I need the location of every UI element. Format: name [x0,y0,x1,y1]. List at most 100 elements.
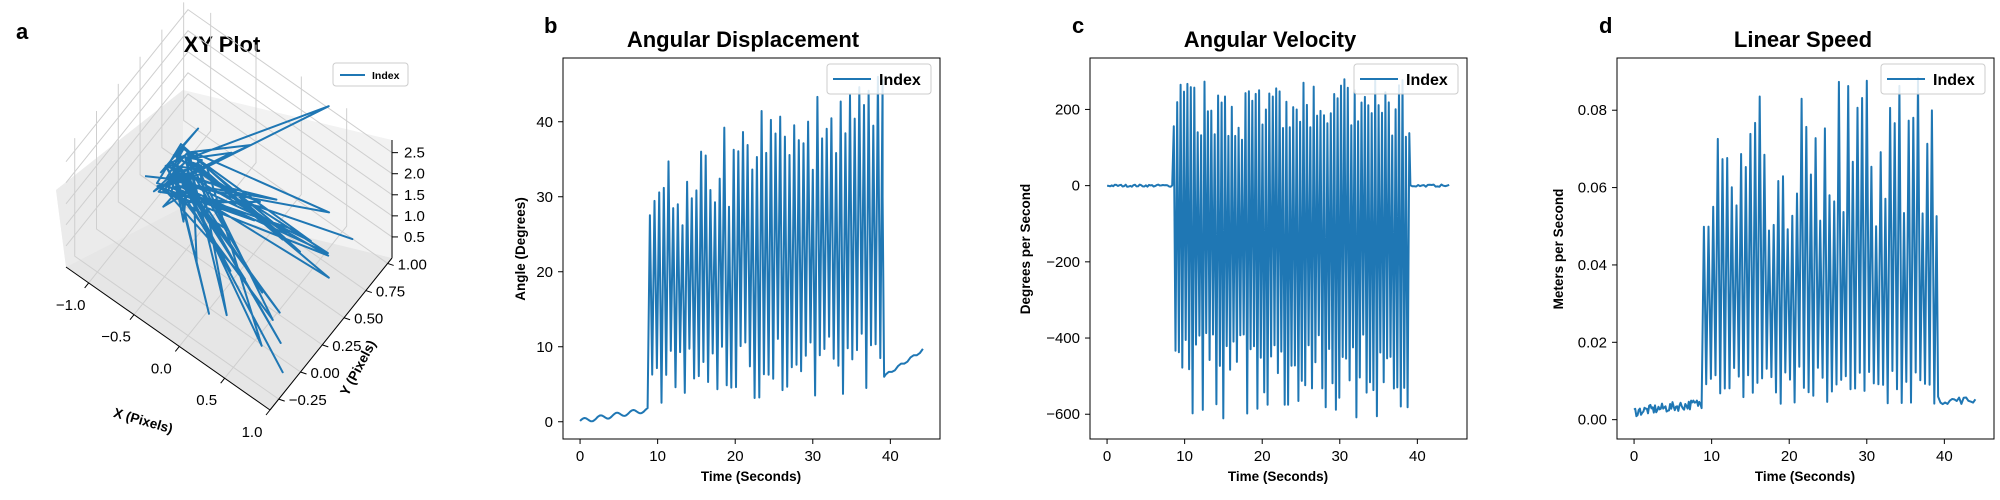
legend-label-c: Index [1406,72,1448,89]
y-tick-mark [278,398,285,402]
y-tick-label: 10 [536,339,553,356]
x-tick-label: 0.5 [196,392,217,409]
series-line-index-b [579,75,924,423]
legend-label-d: Index [1933,72,1975,89]
y-tick-mark [343,317,351,321]
y-tick-label: 0.00 [1578,412,1607,429]
legend-box-c [1353,63,1459,95]
series-line-index-c [1107,78,1450,420]
panel-c: c Angular Velocity 0 10 20 30 40 −600 −400 −20… [1018,13,1468,484]
grid-line-y [96,111,301,373]
x-tick-mark [129,314,135,320]
x-tick-label: 30 [1858,448,1875,465]
x-ticks-c: 0 10 20 30 40 [1103,439,1426,465]
y-tick-label: 30 [536,189,553,206]
y-axis-label-d: Meters per Second [1551,189,1566,310]
grid-line-z [65,51,393,205]
y-tick-label: 200 [1055,101,1080,118]
x-tick-label: 30 [1331,448,1348,465]
y-tick-label: 0.06 [1578,180,1607,197]
x-tick-label: 40 [1936,448,1953,465]
x-tick-label: 1.0 [242,424,263,441]
x-tick-label: 40 [1409,448,1426,465]
z-tick-label: 2.5 [404,145,425,162]
y-tick-label: −0.25 [289,392,327,409]
y-tick-label: 0.08 [1578,102,1607,119]
grid-line-y [74,138,280,400]
y-tick-label: 0.25 [332,338,361,355]
grid-line-z [65,72,393,226]
x-axis-label-b: Time (Seconds) [701,469,801,484]
grid-line-z [65,30,393,184]
y-tick-mark [365,290,373,294]
x-tick-mark [265,409,271,416]
x-tick-label: 30 [804,448,821,465]
y-ticks-a: −0.25 0.00 0.25 0.50 0.75 1.00 [278,256,427,409]
legend-label-a: Index [372,70,400,82]
grid-line-x [133,44,257,315]
y-tick-mark [300,371,307,375]
y-tick-mark [387,262,394,266]
x-axis-label-d: Time (Seconds) [1755,469,1855,484]
legend-box-a [332,62,409,87]
x-tick-label: 20 [1254,448,1271,465]
x-tick-label: −1.0 [56,297,86,314]
panel-letter-d: d [1599,13,1612,38]
x-tick-label: −0.5 [101,329,131,346]
y-tick-label: 0.50 [354,311,383,328]
x-tick-label: 0 [1103,448,1111,465]
x-tick-label: 20 [727,448,744,465]
x-tick-label: 20 [1781,448,1798,465]
z-tick-label: 0.5 [404,229,425,246]
chart-title-c: Angular Velocity [1184,27,1357,52]
axes-3d [65,140,393,411]
z-ticks-a: 0.5 1.0 1.5 2.0 2.5 [392,145,425,246]
y-tick-label: 1.00 [398,256,427,273]
y-tick-label: 0.00 [311,365,340,382]
y-axis-label-b: Angle (Degrees) [513,197,528,301]
y-tick-label: 0.02 [1578,334,1607,351]
y-tick-label: 40 [536,114,553,131]
grid-line-y [183,2,388,264]
y-tick-mark [322,344,329,348]
z-tick-label: 2.0 [404,166,425,183]
x-axis-label-c: Time (Seconds) [1228,469,1328,484]
y-axis-label-c: Degrees per Second [1018,184,1033,315]
y-tick-label: 0.04 [1578,257,1607,274]
legend-label-b: Index [879,72,921,89]
y-axis-line [269,257,393,411]
plot-frame-b [562,57,941,440]
x-tick-mark [174,346,180,352]
legend-b: Index [826,63,932,95]
grid-line-x [88,12,212,284]
x-axis-line [65,266,271,411]
legend-box-b [826,63,932,95]
panel-letter-c: c [1072,13,1084,38]
y-tick-label: −400 [1046,330,1080,347]
panel-b: b Angular Displacement 0 10 20 30 40 0 10 20 30… [513,13,941,484]
x-tick-label: 10 [1176,448,1193,465]
grid-line-y [139,56,345,319]
legend-c: Index [1353,63,1459,95]
series-line-index-a [144,105,354,374]
x-tick-label: 0 [1630,448,1638,465]
y-ticks-b: 0 10 20 30 40 [536,114,563,431]
panel-letter-b: b [544,13,557,38]
x-tick-label: 0 [576,448,584,465]
panel-a: a XY Plot −1.0−0.50.00.51.0 −0.250.000.2… [16,2,427,441]
y-tick-label: −200 [1046,254,1080,271]
x-tick-label: 10 [1703,448,1720,465]
series-line-index-d [1633,77,1977,418]
legend-box-d [1880,63,1986,95]
plot-frame-c [1089,57,1468,440]
y-tick-label: 20 [536,264,553,281]
grid-line-z [65,93,393,247]
z-tick-label: 1.5 [404,187,425,204]
x-tick-mark [84,282,90,289]
chart-title-d: Linear Speed [1734,27,1872,52]
grid-line-x [224,108,348,379]
x-tick-label: 0.0 [151,360,172,377]
y-tick-label: 0.75 [376,284,405,301]
x-ticks-a: −1.0 −0.5 0.0 0.5 1.0 [56,282,271,441]
